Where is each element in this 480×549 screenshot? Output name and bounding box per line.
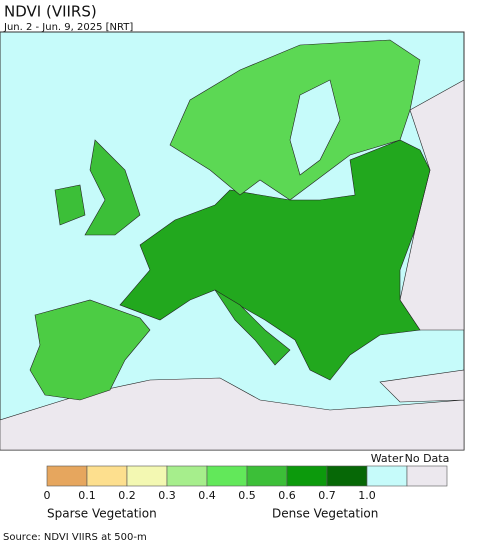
legend-tick-label: 1.0: [358, 489, 376, 502]
ireland: [54, 184, 86, 226]
legend-swatch: [206, 465, 248, 487]
subtitle: Jun. 2 - Jun. 9, 2025 [NRT]: [3, 22, 133, 33]
map: [0, 31, 465, 451]
baltic-sea: [289, 79, 341, 176]
legend-tick-label: 0.1: [78, 489, 96, 502]
legend-swatch: [246, 465, 288, 487]
title: NDVI (VIIRS): [4, 3, 97, 21]
legend: 0 0.1 0.2 0.3 0.4 0.5 0.6 0.7 1.0 Water No Data: [44, 452, 450, 502]
legend-low-label: Sparse Vegetation: [47, 507, 157, 521]
legend-water-label: Water: [371, 452, 404, 465]
legend-swatch: [366, 465, 408, 487]
legend-swatch: [46, 465, 88, 487]
source: Source: NDVI VIIRS at 500-m: [3, 532, 147, 543]
legend-swatch: [126, 465, 168, 487]
legend-tick-label: 0: [44, 489, 51, 502]
legend-swatch: [286, 465, 328, 487]
legend-tick-label: 0.4: [198, 489, 216, 502]
britain: [84, 139, 141, 236]
mainland: [119, 139, 431, 381]
legend-no-data-label: No Data: [405, 452, 450, 465]
legend-high-label: Dense Vegetation: [272, 507, 378, 521]
legend-tick-label: 0.7: [318, 489, 336, 502]
italy: [214, 289, 291, 366]
legend-tick-label: 0.2: [118, 489, 136, 502]
africa: [0, 377, 465, 451]
iberia: [29, 299, 151, 401]
legend-tick-label: 0.3: [158, 489, 176, 502]
legend-tick-label: 0.5: [238, 489, 256, 502]
legend-swatch: [86, 465, 128, 487]
legend-swatch: [166, 465, 208, 487]
anatolia: [379, 369, 465, 403]
legend-tick-label: 0.6: [278, 489, 296, 502]
legend-swatch: [406, 465, 448, 487]
legend-swatch: [326, 465, 368, 487]
